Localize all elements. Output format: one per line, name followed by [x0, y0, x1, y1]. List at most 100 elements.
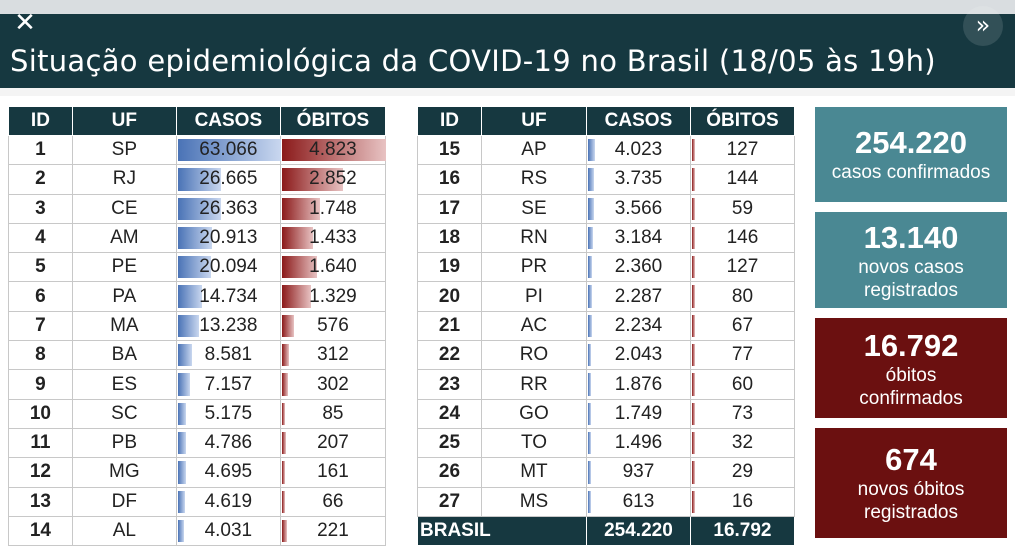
- cell-uf: TO: [480, 427, 588, 459]
- deaths-data-bar: [281, 226, 313, 250]
- expand-button[interactable]: »: [963, 6, 1003, 46]
- casos-value: 3.566: [614, 197, 663, 219]
- casos-value: 13.238: [199, 314, 258, 336]
- cell-id: 18: [417, 222, 482, 254]
- deaths-data-bar: [281, 373, 289, 396]
- table-row: 25 TO 1.496 32: [417, 427, 796, 459]
- table-row: 27 MS 613 16: [417, 486, 796, 517]
- cases-data-bar: [177, 285, 202, 308]
- casos-value: 1.496: [614, 432, 663, 454]
- cell-uf: PA: [71, 281, 177, 312]
- deaths-data-bar: [691, 344, 695, 367]
- cell-id: 12: [8, 457, 73, 488]
- summary-box-new-cases: 13.140 novos casos registrados: [815, 212, 1007, 308]
- cell-casos: 20.094: [175, 252, 281, 283]
- table-row: 4 AM 20.913 1.433: [8, 222, 387, 254]
- deaths-data-bar: [281, 461, 286, 484]
- cell-casos: 4.031: [175, 515, 281, 547]
- deaths-data-bar: [281, 285, 311, 308]
- cell-casos: 4.619: [175, 486, 281, 517]
- states-table-right: ID UF CASOS ÓBITOS 15 AP 4.023 127 16 RS 3.735…: [417, 106, 796, 547]
- cell-casos: 4.023: [586, 134, 691, 166]
- obitos-value: 80: [731, 285, 754, 307]
- col-header-id: ID: [8, 106, 73, 136]
- table-row: 16 RS 3.735 144: [417, 164, 796, 195]
- cell-id: 20: [417, 281, 482, 312]
- cell-casos: 2.287: [586, 281, 691, 312]
- table-row: 20 PI 2.287 80: [417, 281, 796, 312]
- col-header-casos: CASOS: [175, 106, 281, 136]
- casos-value: 26.665: [199, 168, 258, 190]
- cell-id: 13: [8, 486, 73, 517]
- cell-casos: 1.496: [586, 427, 691, 459]
- obitos-value: 73: [731, 402, 754, 424]
- table-row: 22 RO 2.043 77: [417, 340, 796, 371]
- casos-value: 1.876: [614, 373, 663, 395]
- cases-data-bar: [177, 461, 186, 484]
- col-header-casos: CASOS: [586, 106, 691, 136]
- cell-uf: MT: [480, 457, 588, 488]
- obitos-value: 1.640: [309, 256, 357, 278]
- summary-box-new-deaths: 674 novos óbitos registrados: [815, 428, 1007, 538]
- cell-id: 21: [417, 310, 482, 342]
- obitos-value: 85: [322, 402, 344, 424]
- cell-id: 11: [8, 427, 73, 459]
- casos-value: 4.695: [204, 461, 253, 483]
- obitos-value: 146: [726, 227, 759, 249]
- cell-obitos: 32: [689, 427, 796, 459]
- cases-data-bar: [177, 373, 190, 396]
- deaths-data-bar: [281, 402, 285, 425]
- cell-casos: 1.876: [586, 369, 691, 400]
- cell-uf: RR: [480, 369, 588, 400]
- table-row: 7 MA 13.238 576: [8, 310, 387, 342]
- cases-data-bar: [588, 168, 595, 191]
- cell-uf: PE: [71, 252, 177, 283]
- cell-uf: RS: [480, 164, 588, 195]
- cases-data-bar: [177, 168, 222, 191]
- obitos-value: 127: [726, 139, 759, 161]
- cell-casos: 14.734: [175, 281, 281, 312]
- deaths-data-bar: [281, 197, 320, 220]
- table-row: 9 ES 7.157 302: [8, 369, 387, 400]
- cell-obitos: 144: [689, 164, 796, 195]
- cell-obitos: 4.823: [279, 134, 387, 166]
- cell-casos: 5.175: [175, 398, 281, 429]
- cases-data-bar: [588, 226, 594, 250]
- obitos-value: 1.748: [309, 197, 357, 219]
- cell-id: 6: [8, 281, 73, 312]
- deaths-data-bar: [281, 490, 285, 513]
- cases-data-bar: [177, 344, 192, 367]
- cell-uf: AM: [71, 222, 177, 254]
- deaths-data-bar: [281, 139, 386, 162]
- obitos-value: 576: [317, 314, 349, 336]
- casos-value: 4.023: [614, 139, 663, 161]
- summary-number: 674: [885, 442, 937, 477]
- cell-casos: 63.066: [175, 134, 281, 166]
- cell-casos: 26.665: [175, 164, 281, 195]
- summary-label: novos óbitos registrados: [857, 479, 965, 523]
- cell-uf: SC: [71, 398, 177, 429]
- total-label: BRASIL: [417, 515, 587, 547]
- casos-value: 2.360: [614, 256, 663, 278]
- col-header-uf: UF: [71, 106, 177, 136]
- cell-uf: PI: [480, 281, 588, 312]
- cases-data-bar: [588, 402, 592, 425]
- table-row: 10 SC 5.175 85: [8, 398, 387, 429]
- cases-data-bar: [177, 402, 187, 425]
- close-button[interactable]: ✕: [10, 8, 40, 38]
- obitos-value: 127: [726, 256, 759, 278]
- cases-data-bar: [588, 344, 592, 367]
- cell-uf: SE: [480, 193, 588, 224]
- deaths-data-bar: [691, 373, 695, 396]
- cell-casos: 13.238: [175, 310, 281, 342]
- obitos-value: 144: [726, 168, 759, 190]
- cell-obitos: 127: [689, 252, 796, 283]
- deaths-data-bar: [281, 519, 287, 543]
- table-row: 11 PB 4.786 207: [8, 427, 387, 459]
- cell-id: 3: [8, 193, 73, 224]
- image-header: Situação epidemiológica da COVID-19 no B…: [0, 14, 1015, 88]
- cell-casos: 4.695: [175, 457, 281, 488]
- obitos-value: 4.823: [309, 139, 357, 161]
- cell-uf: RO: [480, 340, 588, 371]
- cell-id: 5: [8, 252, 73, 283]
